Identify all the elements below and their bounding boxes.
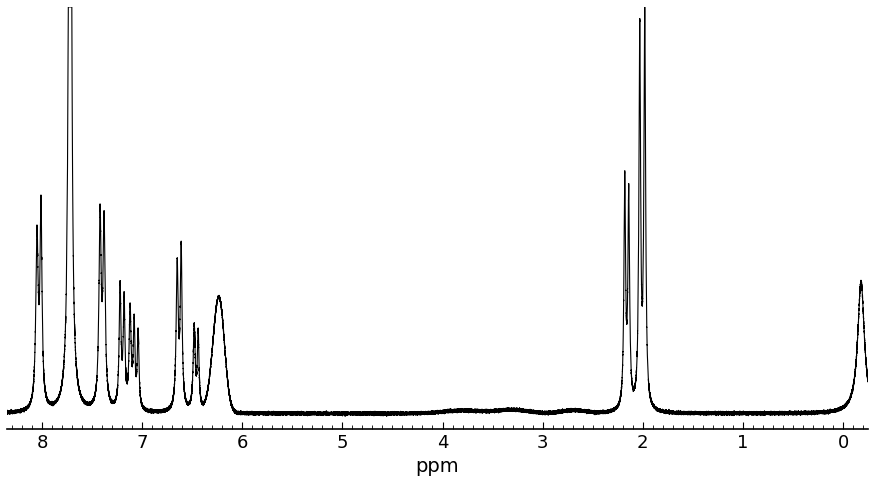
X-axis label: ppm: ppm (416, 457, 459, 476)
